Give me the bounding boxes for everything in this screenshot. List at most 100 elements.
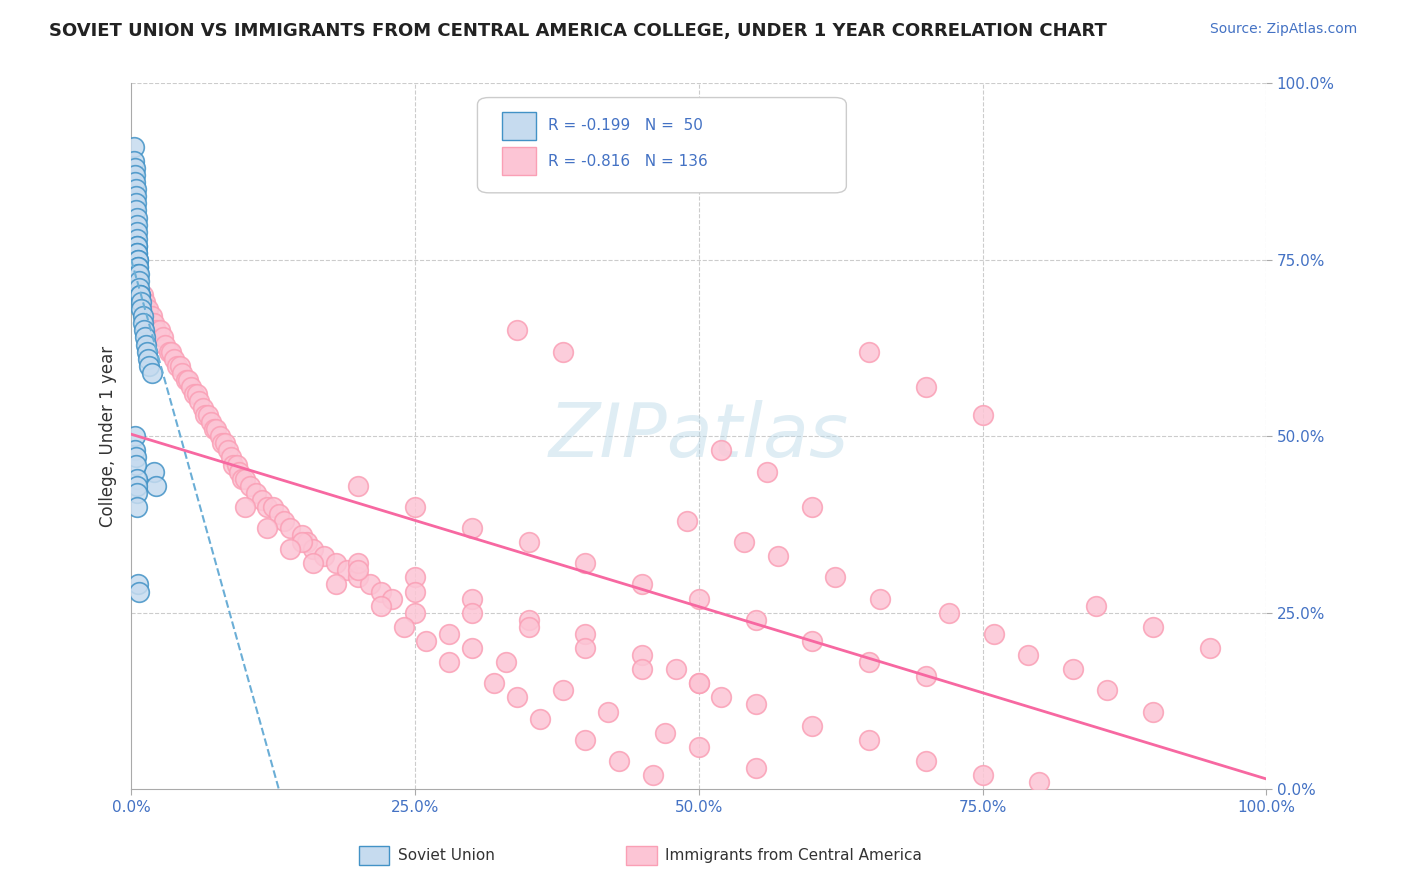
Point: [302, 557, 325, 571]
Point: [869, 591, 891, 606]
Point: [262, 500, 284, 514]
Point: [654, 725, 676, 739]
Point: [688, 739, 710, 754]
Text: SOVIET UNION VS IMMIGRANTS FROM CENTRAL AMERICA COLLEGE, UNDER 1 YEAR CORRELATIO: SOVIET UNION VS IMMIGRANTS FROM CENTRAL …: [49, 22, 1107, 40]
Point: [188, 394, 211, 409]
Point: [239, 478, 262, 492]
Point: [755, 465, 778, 479]
Point: [135, 337, 157, 351]
Point: [127, 577, 149, 591]
Point: [1142, 705, 1164, 719]
Point: [125, 189, 148, 203]
Point: [529, 712, 551, 726]
Point: [125, 245, 148, 260]
Point: [180, 380, 202, 394]
Point: [314, 549, 336, 564]
Point: [127, 252, 149, 267]
Point: [290, 535, 312, 549]
Point: [124, 443, 146, 458]
Point: [733, 535, 755, 549]
Point: [824, 570, 846, 584]
Point: [404, 570, 426, 584]
Point: [134, 330, 156, 344]
Point: [744, 613, 766, 627]
Point: [127, 252, 149, 267]
Text: Source: ZipAtlas.com: Source: ZipAtlas.com: [1209, 22, 1357, 37]
Point: [125, 225, 148, 239]
Point: [325, 557, 347, 571]
Point: [124, 429, 146, 443]
Point: [517, 620, 540, 634]
Point: [125, 478, 148, 492]
Point: [124, 161, 146, 175]
Point: [233, 500, 256, 514]
Point: [551, 683, 574, 698]
Point: [177, 373, 200, 387]
Point: [676, 514, 699, 528]
Point: [710, 443, 733, 458]
Point: [938, 606, 960, 620]
Point: [160, 344, 183, 359]
Point: [1017, 648, 1039, 662]
Point: [983, 627, 1005, 641]
Point: [172, 366, 194, 380]
Point: [370, 584, 392, 599]
Point: [914, 669, 936, 683]
Point: [1198, 640, 1220, 655]
Text: R = -0.199   N =  50: R = -0.199 N = 50: [548, 119, 703, 133]
Point: [125, 458, 148, 472]
Point: [506, 690, 529, 705]
Point: [205, 422, 228, 436]
Point: [138, 359, 160, 373]
Point: [1062, 662, 1084, 676]
Point: [194, 408, 217, 422]
Point: [125, 182, 148, 196]
Point: [506, 323, 529, 337]
Point: [183, 387, 205, 401]
Point: [744, 761, 766, 775]
Point: [136, 351, 159, 366]
Point: [643, 768, 665, 782]
Point: [233, 472, 256, 486]
Text: R = -0.816   N = 136: R = -0.816 N = 136: [548, 153, 707, 169]
Point: [574, 732, 596, 747]
Point: [131, 310, 153, 324]
Point: [128, 584, 150, 599]
Point: [124, 168, 146, 182]
Point: [191, 401, 214, 415]
Point: [186, 387, 208, 401]
Point: [517, 535, 540, 549]
Point: [768, 549, 790, 564]
Point: [141, 366, 163, 380]
Point: [267, 507, 290, 521]
Point: [125, 232, 148, 246]
Point: [197, 408, 219, 422]
Point: [404, 500, 426, 514]
Point: [256, 500, 278, 514]
Bar: [502, 112, 537, 140]
Point: [125, 203, 148, 218]
Point: [1085, 599, 1108, 613]
Point: [169, 359, 191, 373]
Point: [256, 521, 278, 535]
Point: [128, 281, 150, 295]
Point: [278, 542, 301, 557]
Point: [972, 408, 994, 422]
Point: [574, 627, 596, 641]
Point: [392, 620, 415, 634]
Point: [972, 768, 994, 782]
Point: [122, 140, 145, 154]
Point: [517, 613, 540, 627]
Point: [290, 528, 312, 542]
Point: [245, 485, 267, 500]
Point: [131, 317, 153, 331]
Point: [128, 274, 150, 288]
Point: [134, 295, 156, 310]
Point: [225, 458, 247, 472]
Point: [125, 211, 148, 225]
Point: [142, 317, 165, 331]
Point: [801, 500, 824, 514]
Point: [359, 577, 381, 591]
Y-axis label: College, Under 1 year: College, Under 1 year: [100, 346, 117, 527]
Point: [211, 436, 233, 450]
